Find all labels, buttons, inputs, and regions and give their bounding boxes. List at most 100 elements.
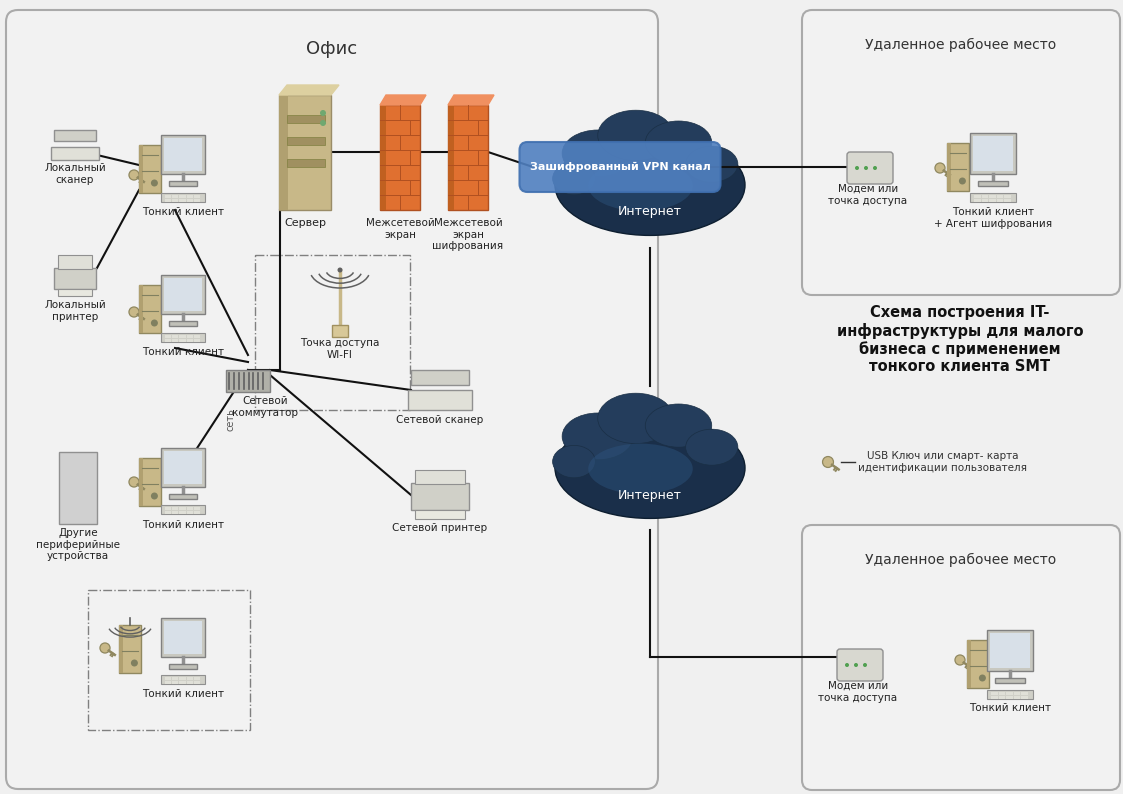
Ellipse shape <box>563 413 633 460</box>
Bar <box>380 105 386 210</box>
Bar <box>172 677 179 680</box>
Bar <box>973 136 1013 171</box>
Bar <box>194 507 200 510</box>
Bar <box>165 339 171 341</box>
Bar <box>411 483 469 510</box>
Bar <box>161 618 206 657</box>
Circle shape <box>338 268 343 272</box>
Bar <box>448 105 489 210</box>
Bar <box>168 664 198 669</box>
Bar <box>165 681 171 684</box>
Circle shape <box>979 674 986 681</box>
Bar <box>287 137 325 145</box>
Bar <box>1022 692 1028 695</box>
Ellipse shape <box>686 430 738 465</box>
Bar <box>989 199 996 202</box>
Text: Точка доступа
WI-FI: Точка доступа WI-FI <box>300 338 380 360</box>
Bar <box>165 199 171 202</box>
Bar <box>161 333 206 342</box>
Bar <box>1014 696 1021 699</box>
Bar <box>987 690 1033 699</box>
Circle shape <box>129 307 139 317</box>
Bar <box>161 675 206 684</box>
Bar <box>970 193 1016 202</box>
FancyBboxPatch shape <box>802 525 1120 790</box>
Bar <box>164 451 202 484</box>
Bar <box>947 143 969 191</box>
Bar <box>380 105 420 210</box>
Bar <box>180 195 185 198</box>
Text: Интернет: Интернет <box>618 206 682 218</box>
Text: Сетевой сканер: Сетевой сканер <box>396 415 484 425</box>
Bar <box>279 95 289 210</box>
Bar <box>139 285 161 333</box>
Bar <box>1006 692 1013 695</box>
Ellipse shape <box>686 146 738 182</box>
Bar <box>194 681 200 684</box>
Bar <box>990 692 997 695</box>
Bar <box>998 696 1005 699</box>
Text: сеть: сеть <box>225 409 235 431</box>
Text: Удаленное рабочее место: Удаленное рабочее место <box>866 553 1057 567</box>
Bar <box>58 288 92 296</box>
Text: Удаленное рабочее место: Удаленное рабочее место <box>866 38 1057 52</box>
Bar <box>165 335 171 337</box>
Ellipse shape <box>597 110 674 160</box>
Bar <box>186 335 193 337</box>
FancyBboxPatch shape <box>6 10 658 789</box>
Bar <box>165 677 171 680</box>
Bar <box>982 199 988 202</box>
Bar <box>186 507 193 510</box>
Ellipse shape <box>553 445 595 478</box>
Text: Тонкий клиент: Тонкий клиент <box>141 520 223 530</box>
Ellipse shape <box>555 418 745 518</box>
Bar <box>165 507 171 510</box>
Bar <box>161 505 206 514</box>
Circle shape <box>855 166 859 170</box>
Bar <box>172 339 179 341</box>
Ellipse shape <box>588 444 693 494</box>
Bar <box>990 633 1030 668</box>
Text: Сетевой принтер: Сетевой принтер <box>392 523 487 533</box>
Bar <box>161 448 206 487</box>
Bar <box>194 195 200 198</box>
Circle shape <box>131 660 138 666</box>
Circle shape <box>150 492 158 499</box>
Text: Тонкий клиент: Тонкий клиент <box>141 689 223 699</box>
Ellipse shape <box>588 160 693 211</box>
Bar <box>139 458 144 506</box>
Text: Сетевой
коммутатор: Сетевой коммутатор <box>232 396 298 418</box>
Bar <box>180 677 185 680</box>
Bar <box>194 677 200 680</box>
FancyBboxPatch shape <box>520 142 721 192</box>
Bar <box>58 255 92 269</box>
Bar <box>180 511 185 514</box>
Bar <box>172 511 179 514</box>
Bar <box>279 95 331 210</box>
Circle shape <box>955 655 965 665</box>
Bar <box>180 339 185 341</box>
Circle shape <box>320 120 326 126</box>
Bar <box>287 115 325 123</box>
Bar <box>180 507 185 510</box>
Bar <box>161 193 206 202</box>
Bar <box>1006 696 1013 699</box>
Bar <box>165 195 171 198</box>
Text: Тонкий клиент: Тонкий клиент <box>141 207 223 217</box>
Bar <box>448 105 454 210</box>
Text: Модем или
точка доступа: Модем или точка доступа <box>819 681 897 703</box>
Bar <box>194 335 200 337</box>
Bar <box>967 640 989 688</box>
Bar <box>1022 696 1028 699</box>
Bar <box>164 138 202 171</box>
Bar <box>1004 195 1011 198</box>
Bar <box>186 195 193 198</box>
Circle shape <box>844 663 849 667</box>
Bar <box>990 696 997 699</box>
Text: Межсетевой
экран: Межсетевой экран <box>366 218 435 240</box>
Bar <box>998 692 1005 695</box>
Bar <box>172 195 179 198</box>
Text: USB Ключ или смарт- карта
идентификации пользователя: USB Ключ или смарт- карта идентификации … <box>858 451 1028 472</box>
Bar <box>194 339 200 341</box>
Bar <box>164 621 202 654</box>
